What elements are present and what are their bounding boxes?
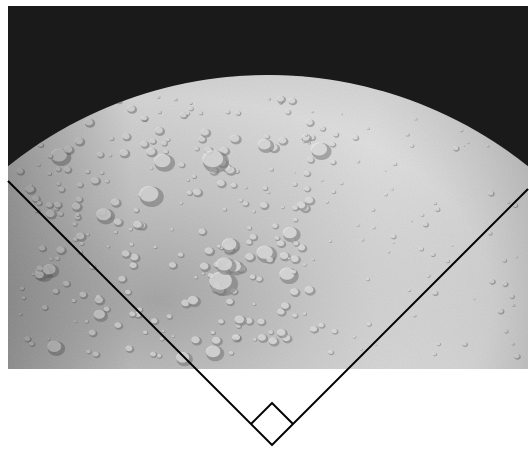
right-angle-wedge-overlay (7, 180, 529, 447)
photo-panel (8, 6, 528, 369)
right-angle-marker (250, 401, 294, 425)
wedge-lines (7, 180, 529, 447)
moon-body (8, 75, 528, 369)
